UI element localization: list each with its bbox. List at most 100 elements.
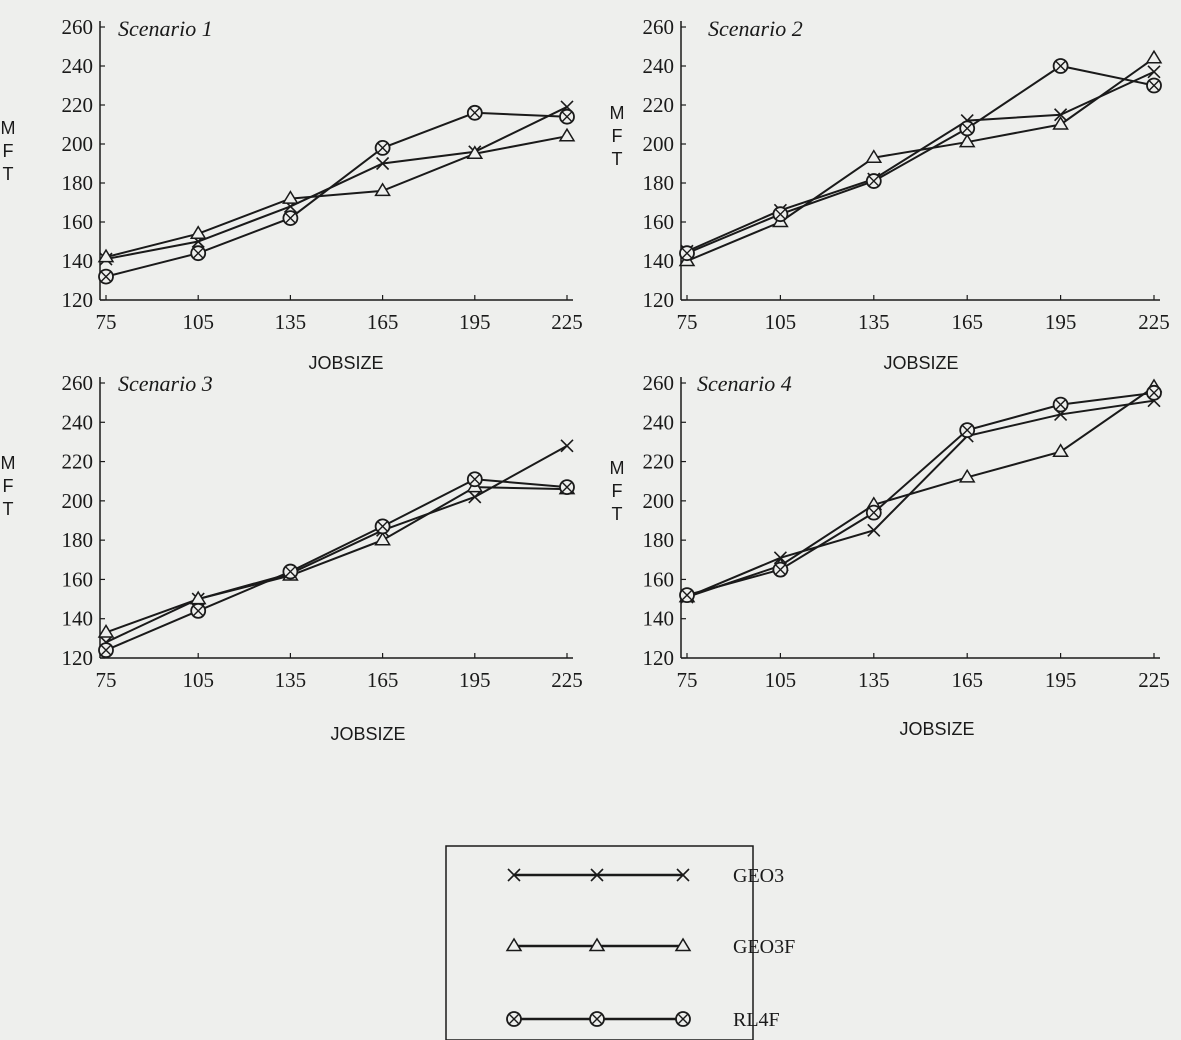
y-tick-label: 240 [643,410,675,434]
x-tick-label: 225 [551,668,583,692]
legend-marker-stroke-b [507,868,521,882]
data-point-rl4f [282,210,299,227]
legend-marker [675,1011,691,1027]
data-point-geo3 [376,156,390,171]
chart-scenario-1: 120 140 160 180 200 220 240 260 75 105 135 165 195 22… [1,15,583,373]
x-axis-label: JOBSIZE [330,724,405,744]
y-tick-label: 120 [643,288,675,312]
data-point-rl4f-stroke-b [377,142,388,154]
legend-item-geo3: GEO3 [507,865,784,887]
data-point-geo3f-shape [466,145,484,160]
y-axis-label-letter: F [612,481,623,501]
legend-marker [507,868,521,882]
data-point-geo3f-shape [865,149,883,163]
y-tick-label: 160 [62,210,94,234]
data-point-rl4f-stroke-b [1148,80,1160,91]
data-point-geo3 [1054,108,1068,122]
y-tick-label: 160 [62,567,94,591]
y-axis-label-letter: F [612,126,623,146]
x-tick-label: 195 [1045,310,1077,334]
series-line-geo3f [105,486,568,634]
legend-marker-stroke-b [676,868,690,882]
y-axis-label-letter: F [3,476,14,496]
y-tick-label: 220 [643,93,675,117]
data-point-geo3-stroke-b [376,156,390,171]
x-axis-label: JOBSIZE [899,719,974,739]
x-tick-label: 195 [1045,668,1077,692]
y-tick-label: 120 [62,288,94,312]
data-point-geo3f-shape [958,468,976,483]
x-tick-label: 105 [182,310,214,334]
data-point-rl4f-stroke-b [377,521,388,532]
legend-marker [506,1011,522,1027]
y-tick-label: 260 [643,15,675,39]
x-tick-label: 225 [1138,310,1170,334]
x-tick-label: 225 [551,310,583,334]
data-point-rl4f-stroke-b [775,208,786,220]
series-line-geo3f [686,57,1155,262]
x-tick-label: 195 [459,310,491,334]
y-tick-label: 140 [643,249,675,273]
chart-scenario-3: 120 140 160 180 200 220 240 260 75 105 135 165 195 22… [1,371,583,744]
y-axis-label-letter: T [612,504,623,524]
y-tick-label: 140 [62,607,94,631]
data-point-geo3f-shape [97,624,115,638]
legend-marker-shape [588,937,606,952]
y-tick-label: 240 [62,410,94,434]
data-point-rl4f-stroke-b [469,107,481,119]
data-point-rl4f [190,602,207,619]
series-line-geo3f [105,135,568,259]
data-point-geo3f [374,182,391,197]
y-tick-label: 120 [643,646,675,670]
data-point-rl4f [1146,384,1162,401]
data-point-rl4f [865,173,882,189]
data-point-geo3f [189,225,207,239]
data-point-rl4f [679,587,695,604]
legend-marker-shape [674,937,692,952]
legend-item-geo3f: GEO3F [505,936,795,958]
y-axis-label-letter: F [3,141,14,161]
data-point-rl4f-stroke-b [561,481,573,493]
data-point-geo3-stroke-b [1054,108,1068,122]
y-tick-label: 240 [62,54,94,78]
data-point-geo3f [374,531,391,546]
y-tick-label: 180 [62,171,94,195]
data-point-geo3f-shape [1052,443,1069,458]
data-point-rl4f-stroke-b [192,605,204,617]
y-tick-label: 260 [62,15,94,39]
x-tick-label: 75 [677,310,698,334]
x-tick-label: 105 [765,310,797,334]
data-point-rl4f [1146,77,1162,94]
data-point-geo3f [865,149,883,163]
y-axis-label-letter: M [1,118,16,138]
data-point-rl4f [959,120,976,137]
data-point-rl4f [466,471,483,488]
x-tick-label: 135 [275,310,307,334]
y-axis-label-letter: T [3,164,14,184]
data-point-geo3f-shape [1145,49,1163,64]
x-tick-label: 165 [367,668,399,692]
data-point-geo3 [560,439,574,453]
data-point-rl4f-stroke-b [100,271,112,282]
x-tick-label: 105 [182,668,214,692]
y-tick-label: 140 [62,249,94,273]
data-point-rl4f-stroke-b [1055,399,1066,410]
legend-marker [588,937,606,952]
x-tick-label: 75 [96,310,117,334]
x-tick-label: 75 [96,668,117,692]
legend-marker [590,868,604,882]
legend-marker-stroke-b [591,1013,603,1025]
legend-marker [505,937,523,952]
y-axis-label-letter: T [3,499,14,519]
data-point-geo3-stroke-b [468,490,482,504]
y-tick-label: 160 [643,210,675,234]
chart-title: Scenario 1 [118,16,213,41]
data-point-rl4f [374,139,391,156]
x-tick-label: 105 [765,668,797,692]
series-line-geo3f [686,386,1155,599]
data-point-rl4f-stroke-b [561,111,573,122]
